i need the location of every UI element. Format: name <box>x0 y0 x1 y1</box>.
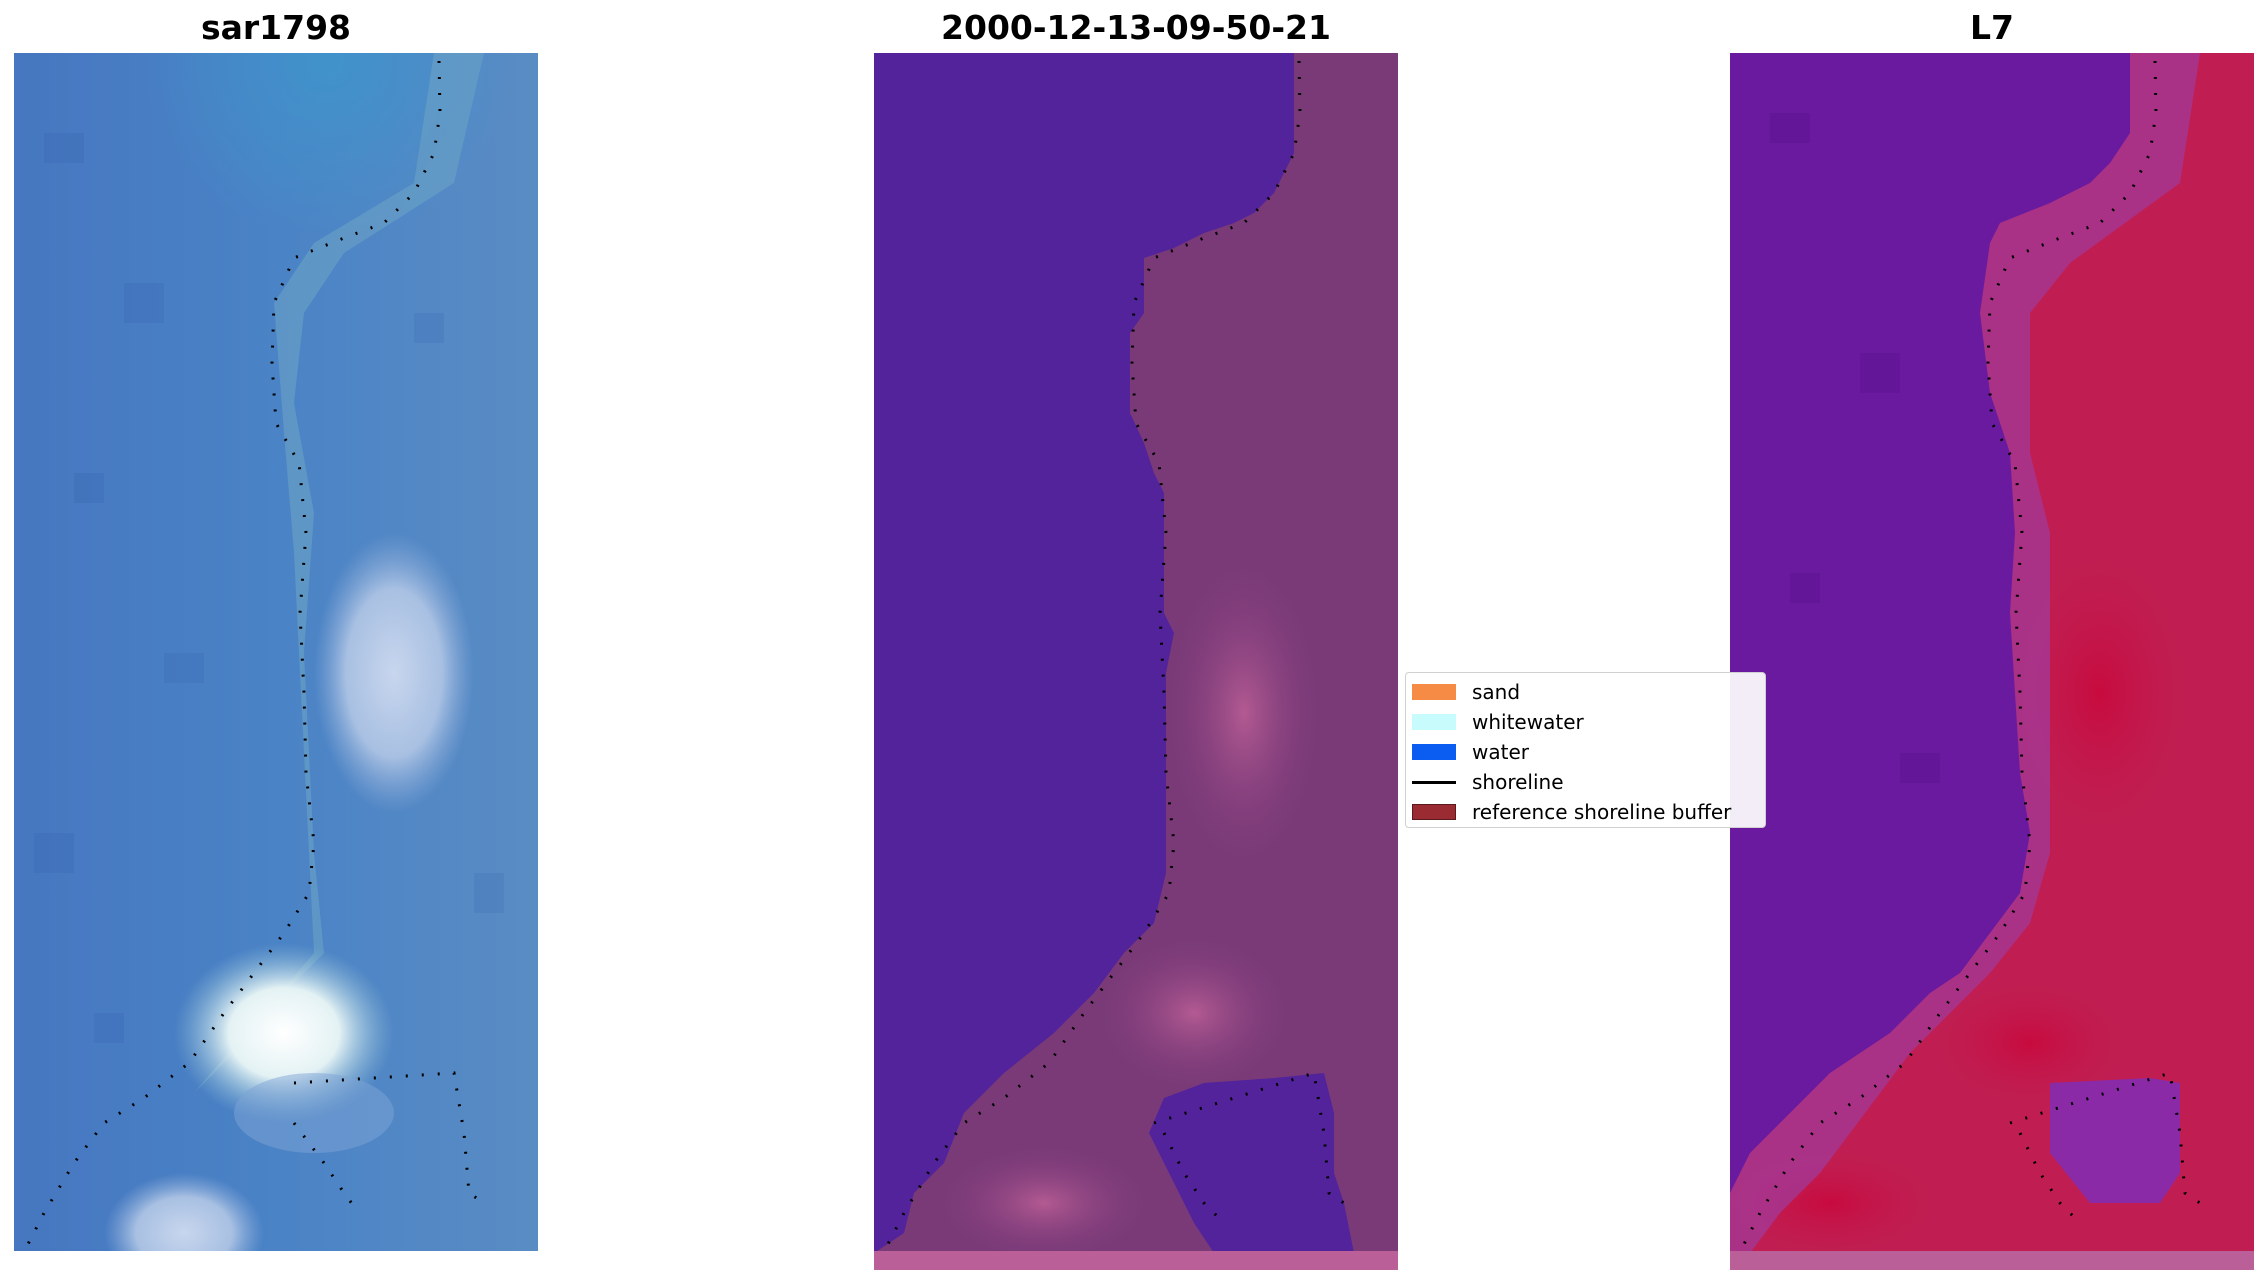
legend-swatch-reference-buffer <box>1412 804 1456 820</box>
legend-swatch-whitewater <box>1412 714 1456 730</box>
panel-title-rgb: sar1798 <box>200 8 352 47</box>
legend-item-water: water <box>1412 740 1529 764</box>
legend-label-reference-buffer: reference shoreline buffer <box>1472 800 1732 824</box>
legend-swatch-water <box>1412 744 1456 760</box>
legend-item-whitewater: whitewater <box>1412 710 1584 734</box>
legend-label-water: water <box>1472 740 1529 764</box>
legend: sand whitewater water shoreline referenc… <box>1405 672 1766 828</box>
legend-swatch-sand <box>1412 684 1456 700</box>
classified-image-panel <box>874 53 1398 1270</box>
rgb-image-panel <box>14 53 538 1251</box>
legend-label-whitewater: whitewater <box>1472 710 1584 734</box>
index-image <box>1730 53 2254 1270</box>
panel-title-classified: 2000-12-13-09-50-21 <box>941 8 1331 47</box>
legend-item-reference-buffer: reference shoreline buffer <box>1412 800 1731 824</box>
index-image-panel <box>1730 53 2254 1270</box>
legend-label-sand: sand <box>1472 680 1521 704</box>
legend-item-shoreline: shoreline <box>1412 770 1564 794</box>
classified-image <box>874 53 1398 1270</box>
panel-title-index: L7 <box>1970 8 2014 47</box>
legend-line-shoreline <box>1412 780 1456 784</box>
legend-label-shoreline: shoreline <box>1472 770 1564 794</box>
legend-item-sand: sand <box>1412 680 1520 704</box>
rgb-image <box>14 53 538 1251</box>
